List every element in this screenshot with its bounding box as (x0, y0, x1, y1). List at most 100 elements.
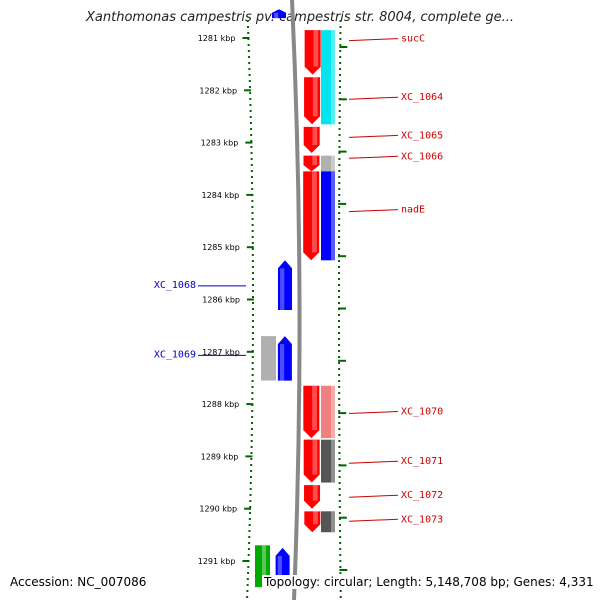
scale-dot (338, 332, 341, 334)
forward-gene-arrow-shine (312, 385, 317, 431)
scale-dot (250, 464, 253, 466)
scale-dot (338, 158, 341, 160)
scale-dot (338, 182, 341, 184)
scale-dot (248, 542, 251, 544)
scale-dot (247, 566, 250, 568)
label-leader (348, 411, 399, 415)
label-leader (348, 96, 399, 100)
major-tick (242, 560, 250, 562)
scale-dot (338, 260, 341, 262)
scale-dot (249, 500, 252, 502)
scale-dot (248, 80, 251, 82)
scale-dot (251, 410, 254, 412)
scale-dot (251, 416, 254, 418)
scale-dot (251, 386, 254, 388)
scale-dot (339, 596, 342, 598)
forward-gene-arrow (304, 485, 321, 509)
scale-dot (249, 476, 252, 478)
forward-gene-arrow-shine (311, 171, 317, 253)
scale-dot (249, 110, 252, 112)
scale-dot (338, 440, 341, 442)
scale-dot (251, 296, 254, 298)
scale-dot (338, 266, 341, 268)
scale-dot (338, 290, 341, 292)
scale-dot (338, 164, 341, 166)
major-tick (246, 403, 254, 406)
scale-dot (251, 218, 254, 220)
scale-dot (339, 590, 342, 592)
accession-text: Accession: NC_007086 (10, 575, 147, 589)
scale-dot (248, 68, 251, 70)
scale-dot (339, 536, 342, 538)
label-leader (348, 518, 399, 522)
scale-dot (338, 230, 341, 232)
scale-dot (248, 524, 251, 526)
label-leader (348, 38, 399, 42)
scale-dot (338, 506, 341, 508)
major-tick (339, 46, 348, 48)
scale-dot (338, 356, 341, 358)
scale-dot (251, 206, 254, 208)
scale-dot (251, 212, 254, 214)
scale-dot (338, 350, 341, 352)
scale-dot (338, 188, 341, 190)
scale-dot (251, 260, 254, 262)
scale-dot (250, 170, 253, 172)
gene-label: XC_1072 (401, 490, 443, 501)
scale-dot (246, 590, 249, 592)
scale-dot (248, 56, 251, 58)
scale-dot (338, 362, 341, 364)
major-tick (338, 202, 347, 205)
scale-dot (250, 164, 253, 166)
scale-dot (338, 242, 341, 244)
cog-block-highlight (331, 171, 335, 261)
scale-dot (247, 32, 250, 34)
scale-dot (250, 452, 253, 454)
scale-dot (338, 494, 341, 496)
scale-dot (251, 326, 254, 328)
gene-label: sucC (401, 34, 425, 45)
scale-dot (338, 518, 341, 520)
major-tick (338, 516, 347, 519)
reverse-gene-arrow-shine (274, 12, 279, 19)
scale-dot (247, 50, 250, 52)
major-tick (338, 255, 347, 258)
scale-dot (251, 356, 254, 358)
forward-gene-arrow (303, 155, 320, 172)
reverse-gene-arrow-shine (279, 344, 285, 381)
scale-dot (339, 56, 342, 58)
scale-dot (339, 68, 342, 70)
label-leader (348, 209, 399, 213)
backbone-arc (290, 0, 302, 600)
forward-gene-arrow (304, 30, 321, 75)
reverse-gene-arrow (272, 9, 286, 19)
tick-label: 1291 kbp (198, 557, 236, 566)
scale-dot (338, 86, 341, 88)
reverse-gene-arrow (277, 336, 292, 381)
scale-dot (338, 488, 341, 490)
scale-dot (338, 422, 341, 424)
cog-block-highlight (331, 439, 335, 483)
scale-dot (251, 254, 254, 256)
major-tick (246, 350, 254, 353)
major-tick (245, 141, 253, 144)
scale-dot (246, 26, 249, 28)
scale-dot (338, 212, 341, 214)
scale-dot (248, 536, 251, 538)
scale-dot (338, 272, 341, 274)
scale-dot (250, 146, 253, 148)
label-leader (348, 494, 399, 498)
cog-block-highlight (331, 30, 335, 125)
scale-dot (339, 560, 342, 562)
scale-dot (338, 140, 341, 142)
scale-dot (338, 284, 341, 286)
scale-dot (338, 470, 341, 472)
scale-dot (251, 236, 254, 238)
scale-dot (338, 134, 341, 136)
forward-gene-arrow (303, 439, 320, 483)
forward-gene-arrow (303, 171, 320, 261)
scale-dot (338, 104, 341, 106)
scale-dot (338, 344, 341, 346)
forward-gene-arrow-shine (313, 30, 319, 67)
